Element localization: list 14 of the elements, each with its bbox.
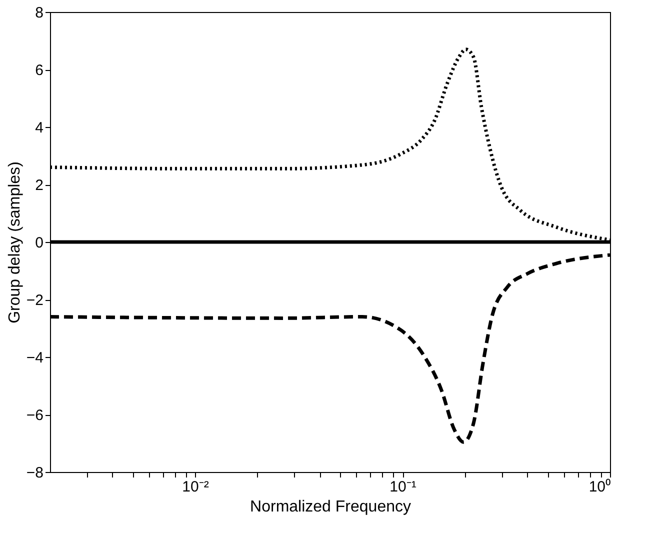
x-tick-label: 10⁻¹	[390, 478, 416, 496]
x-tick-label: 10⁰	[588, 478, 610, 496]
y-tick-label: 2	[35, 177, 44, 194]
y-tick-label: 0	[35, 234, 44, 252]
y-tick-label: −6	[26, 407, 44, 424]
y-axis-title: Group delay (samples)	[6, 162, 24, 324]
y-tick-label: −8	[26, 464, 44, 482]
y-tick-label: 8	[35, 4, 44, 22]
x-axis-title: Normalized Frequency	[250, 498, 411, 516]
x-tick-label: 10⁻²	[182, 478, 209, 496]
y-tick-label: 4	[35, 120, 44, 136]
y-tick-label: −2	[26, 292, 44, 309]
y-tick-label: 6	[35, 62, 44, 79]
y-tick-label: −4	[26, 350, 44, 366]
